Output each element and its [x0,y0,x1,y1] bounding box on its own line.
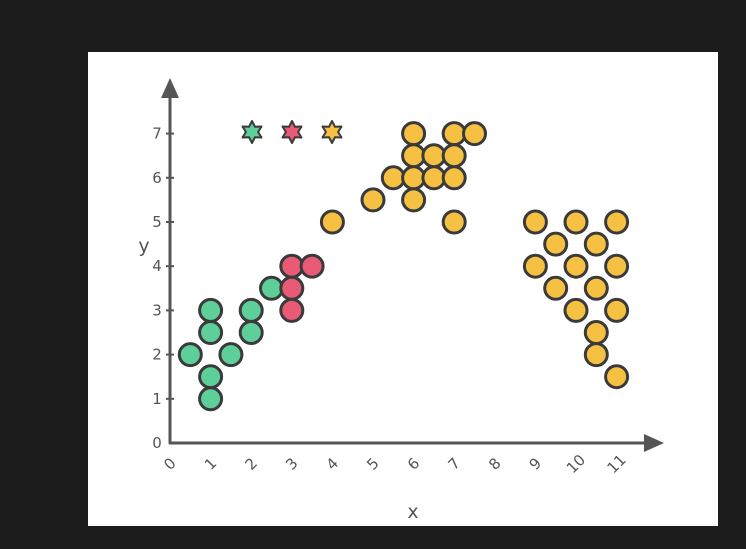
data-point-green [218,342,244,368]
data-point-orange [441,209,467,235]
data-point-red [279,275,305,301]
y-tick-label-4: 4 [152,257,162,275]
y-axis-label: y [138,235,149,257]
data-point-orange [563,297,589,323]
y-tick-label-2: 2 [152,346,162,364]
data-point-green [198,364,224,390]
data-point-orange [583,342,609,368]
data-point-orange [543,275,569,301]
y-tick-label-0: 0 [152,434,162,452]
data-point-orange [401,165,427,191]
data-point-green [198,297,224,323]
data-point-orange [583,320,609,345]
data-point-orange [604,253,630,279]
data-point-orange [462,121,487,147]
data-point-orange [401,121,427,147]
data-point-red [279,297,305,323]
y-tick-labels: 0 1 2 3 4 5 6 7 [152,125,174,452]
legend [241,120,343,144]
data-point-orange [360,187,386,213]
y-axis-arrow [161,78,179,98]
chart-panel [88,52,718,526]
data-point-green [238,320,264,345]
data-point-red [299,253,325,279]
data-points [177,121,630,412]
data-point-orange [421,143,447,169]
data-point-green [198,320,224,345]
x-axis-label: x [407,501,418,523]
data-point-orange [522,209,548,235]
legend-star-green [241,120,263,144]
data-point-green [238,297,264,323]
legend-star-orange [321,120,343,144]
data-point-orange [441,143,467,169]
data-point-orange [583,231,609,257]
x-axis-arrow [644,434,664,452]
data-point-orange [401,187,427,213]
data-point-orange [604,364,630,390]
data-point-orange [401,143,427,169]
y-tick-label-5: 5 [152,213,162,231]
data-point-green [177,342,203,368]
data-point-orange [522,253,548,279]
data-point-orange [604,297,630,323]
legend-star-red [281,120,303,144]
y-tick-label-1: 1 [152,390,162,408]
data-point-green [198,386,224,412]
data-point-orange [441,165,467,191]
data-point-red [279,253,305,279]
data-point-orange [421,165,447,191]
data-point-orange [563,209,589,235]
data-point-orange [563,253,589,279]
data-point-green [259,275,284,301]
data-point-orange [380,165,406,191]
y-tick-label-7: 7 [152,125,162,143]
data-point-orange [319,209,345,235]
data-point-orange [543,231,569,257]
y-tick-label-6: 6 [152,169,162,187]
y-tick-label-3: 3 [152,301,162,319]
data-point-orange [604,209,630,235]
data-point-orange [583,275,609,301]
data-point-orange [441,121,467,147]
